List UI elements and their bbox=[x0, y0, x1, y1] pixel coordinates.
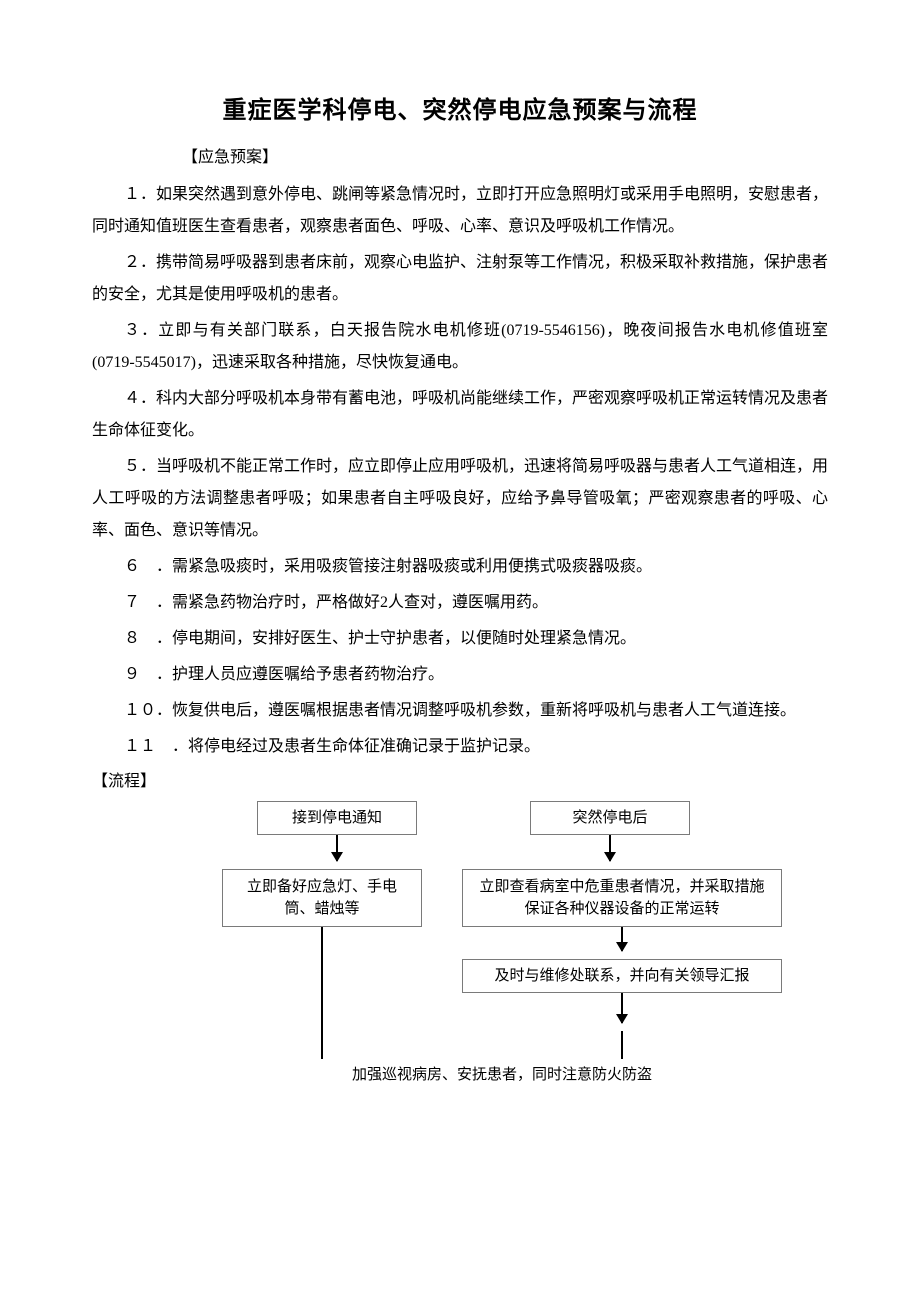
flow-arrow bbox=[621, 993, 623, 1023]
item-text: ．停电期间，安排好医生、护士守护患者，以便随时处理紧急情况。 bbox=[156, 630, 636, 647]
plan-item-11: １１ ．将停电经过及患者生命体征准确记录于监护记录。 bbox=[92, 731, 828, 763]
plan-item-4: ４．科内大部分呼吸机本身带有蓄电池，呼吸机尚能继续工作，严密观察呼吸机正常运转情… bbox=[92, 383, 828, 447]
plan-item-5: ５．当呼吸机不能正常工作时，应立即停止应用呼吸机，迅速将简易呼吸器与患者人工气道… bbox=[92, 451, 828, 547]
plan-item-2: ２．携带简易呼吸器到患者床前，观察心电监护、注射泵等工作情况，积极采取补救措施，… bbox=[92, 247, 828, 311]
document-title: 重症医学科停电、突然停电应急预案与流程 bbox=[92, 90, 828, 125]
plan-item-9: ９ ．护理人员应遵医嘱给予患者药物治疗。 bbox=[92, 659, 828, 691]
flow-arrow bbox=[621, 927, 623, 951]
plan-item-10: １０．恢复供电后，遵医嘱根据患者情况调整呼吸机参数，重新将呼吸机与患者人工气道连… bbox=[92, 695, 828, 727]
plan-item-3: ３．立即与有关部门联系，白天报告院水电机修班(0719-5546156)，晚夜间… bbox=[92, 315, 828, 379]
item-number: ９ bbox=[124, 666, 140, 683]
item-number: ８ bbox=[124, 630, 140, 647]
flow-bottom-text: 加强巡视病房、安抚患者，同时注意防火防盗 bbox=[292, 1063, 712, 1084]
section-header-plan: 【应急预案】 bbox=[92, 143, 828, 167]
flow-box-check: 立即查看病室中危重患者情况，并采取措施保证各种仪器设备的正常运转 bbox=[462, 869, 782, 927]
flow-box-sudden: 突然停电后 bbox=[530, 801, 690, 835]
flowchart: 接到停电通知 突然停电后 立即备好应急灯、手电筒、蜡烛等 立即查看病室中危重患者… bbox=[92, 801, 828, 1131]
plan-item-6: ６ ．需紧急吸痰时，采用吸痰管接注射器吸痰或利用便携式吸痰器吸痰。 bbox=[92, 551, 828, 583]
item-text: ．护理人员应遵医嘱给予患者药物治疗。 bbox=[156, 666, 444, 683]
flow-box-notice: 接到停电通知 bbox=[257, 801, 417, 835]
item-number: ６ bbox=[124, 558, 140, 575]
flow-box-contact: 及时与维修处联系，并向有关领导汇报 bbox=[462, 959, 782, 993]
item-number: ７ bbox=[124, 594, 140, 611]
section-header-flow: 【流程】 bbox=[92, 767, 828, 791]
flow-line bbox=[621, 1031, 623, 1059]
flow-box-prepare: 立即备好应急灯、手电筒、蜡烛等 bbox=[222, 869, 422, 927]
flow-arrow bbox=[609, 835, 611, 861]
item-text: ．需紧急吸痰时，采用吸痰管接注射器吸痰或利用便携式吸痰器吸痰。 bbox=[156, 558, 652, 575]
plan-item-7: ７ ．需紧急药物治疗时，严格做好2人查对，遵医嘱用药。 bbox=[92, 587, 828, 619]
plan-item-8: ８ ．停电期间，安排好医生、护士守护患者，以便随时处理紧急情况。 bbox=[92, 623, 828, 655]
flow-line bbox=[321, 927, 323, 1059]
flow-arrow bbox=[336, 835, 338, 861]
item-text: ．将停电经过及患者生命体征准确记录于监护记录。 bbox=[172, 738, 540, 755]
item-number: １１ bbox=[124, 738, 156, 755]
plan-item-1: １．如果突然遇到意外停电、跳闸等紧急情况时，立即打开应急照明灯或采用手电照明，安… bbox=[92, 179, 828, 243]
item-text: ．需紧急药物治疗时，严格做好2人查对，遵医嘱用药。 bbox=[156, 594, 548, 611]
